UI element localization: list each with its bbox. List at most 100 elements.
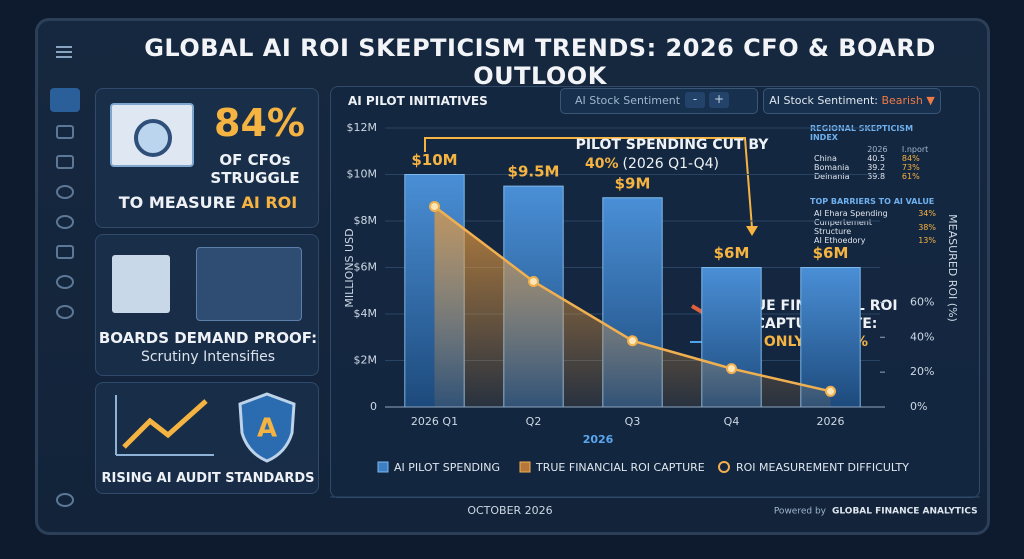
magnifier-icon: [110, 103, 194, 167]
y2-tick-label: 20%: [910, 365, 934, 378]
y-tick-label: $10M: [347, 168, 378, 181]
settings-icon[interactable]: [56, 493, 74, 507]
title: GLOBAL AI ROI SKEPTICISM TRENDS: 2026 CF…: [144, 34, 936, 90]
point: [627, 335, 638, 347]
legend-swatch: [519, 461, 531, 473]
header: 2026: [867, 145, 888, 154]
x-axis-label: 2026: [583, 433, 614, 446]
annotation: (2026 Q1-Q4): [623, 156, 719, 172]
y-tick-label: $6M: [354, 261, 378, 274]
cell: 84%: [901, 154, 920, 163]
footer-date: OCTOBER 2026: [467, 504, 552, 517]
legend-swatch: [377, 461, 389, 473]
legend-swatch: [718, 461, 730, 473]
cell: 73%: [901, 163, 920, 172]
nav-icon[interactable]: [56, 215, 74, 229]
legend-label: TRUE FINANCIAL ROI CAPTURE: [535, 461, 705, 474]
point: [726, 363, 737, 375]
value-label: $6M: [813, 244, 849, 262]
audit-panel: A RISING AI AUDIT STANDARDS: [95, 382, 319, 494]
status-label: AI Stock Sentiment:: [769, 94, 878, 107]
cell: 61%: [901, 172, 920, 181]
sidebar: [42, 46, 88, 520]
nav-icon[interactable]: [56, 125, 74, 139]
stat-text: TO MEASURE AI ROI: [96, 193, 320, 212]
nav-icon[interactable]: [56, 185, 74, 199]
boards-title: BOARDS DEMAND PROOF:: [98, 329, 318, 347]
point: [528, 275, 539, 287]
y-tick-label: 0: [370, 400, 377, 413]
nav-icon[interactable]: [56, 155, 74, 169]
trend-icon: [115, 395, 214, 456]
barriers-title: TOP BARRIERS TO AI VALUE: [810, 197, 935, 206]
cfo-panel: 84% OF CFOs STRUGGLE TO MEASURE AI ROI: [95, 88, 319, 228]
cell: Cunpertement Structure: [814, 218, 872, 236]
cell: 40.5: [867, 154, 886, 163]
badge-icon: A: [238, 392, 296, 463]
plus-button[interactable]: +: [709, 92, 729, 108]
header: I.nport: [901, 145, 929, 154]
sentiment-status[interactable]: AI Stock Sentiment: Bearish ▼: [763, 88, 941, 114]
y2-axis-label: MEASURED ROI (%): [946, 214, 959, 322]
footer-brand: GLOBAL FINANCE ANALYTICS: [832, 507, 978, 517]
cell: AI Ethoedory: [814, 236, 866, 245]
value-label: $9M: [615, 174, 651, 192]
y-axis-label: MILLIONS USD: [343, 228, 356, 307]
status-value: Bearish: [881, 94, 923, 107]
cell: China: [814, 154, 837, 163]
y-tick-label: $4M: [354, 307, 378, 320]
x-tick-label: Q4: [724, 415, 740, 428]
tab[interactable]: AI PILOT INITIATIVES: [348, 94, 488, 108]
meeting-icon: [196, 247, 302, 321]
legend-label: AI PILOT SPENDING: [394, 461, 500, 474]
annotation: 40% (2026 Q1-Q4): [585, 156, 719, 172]
stat: 84%: [214, 101, 305, 145]
nav-icon[interactable]: [56, 305, 74, 319]
sentiment-control: AI Stock Sentiment - +: [560, 88, 758, 114]
home-icon[interactable]: [50, 88, 80, 112]
point: [429, 200, 440, 212]
sentiment-label: AI Stock Sentiment: [575, 94, 681, 107]
y2-tick-label: 0%: [910, 400, 927, 413]
boards-sub: Scrutiny Intensifies: [140, 349, 276, 365]
annotation-arrow: [424, 137, 753, 229]
legend-label: ROI MEASUREMENT DIFFICULTY: [736, 461, 909, 474]
building-icon: [112, 255, 170, 313]
value-label: $9.5M: [508, 163, 560, 181]
audit-text: RISING AI AUDIT STANDARDS: [101, 471, 315, 486]
barriers-rows: AI Ehara Spending 34% Cunpertement Struct…: [810, 209, 940, 245]
cell: 38%: [918, 222, 936, 232]
cell: AI Ehara Spending: [814, 209, 888, 218]
value-label: $10M: [411, 151, 457, 169]
stat-text: TO MEASURE: [118, 193, 236, 212]
boards-panel: BOARDS DEMAND PROOF: Scrutiny Intensifie…: [95, 234, 319, 376]
cell: 39.2: [867, 163, 886, 172]
area: [434, 206, 831, 407]
stat-text: AI ROI: [241, 193, 298, 212]
x-tick-label: 2026 Q1: [411, 415, 458, 428]
legend: AI PILOT SPENDING TRUE FINANCIAL ROI CAP…: [377, 461, 909, 474]
x-tick-label: Q2: [526, 415, 542, 428]
menu-icon[interactable]: [56, 46, 72, 48]
cell: Delnania: [814, 172, 850, 181]
annotation: PILOT SPENDING CUT BY: [576, 137, 770, 153]
regional-table: REGIONAL SKEPTICISM INDEX 2026 I.nport Ch…: [810, 124, 940, 245]
nav-icon[interactable]: [56, 245, 74, 259]
cell: 39.8: [867, 172, 886, 181]
bar: [800, 267, 861, 408]
badge-letter: A: [257, 414, 277, 444]
y2-tick-label: 40%: [910, 330, 934, 343]
nav-icon[interactable]: [56, 275, 74, 289]
cell: Bomania: [814, 163, 850, 172]
arrow-head: [746, 226, 758, 236]
y-tick-label: $8M: [354, 214, 378, 227]
value-label: $6M: [714, 244, 750, 262]
y-tick-label: $12M: [347, 121, 378, 134]
y2-tick-label: 60%: [910, 295, 934, 308]
cell: 34%: [918, 209, 936, 218]
minus-button[interactable]: -: [685, 92, 705, 108]
x-tick-label: 2026: [817, 415, 845, 428]
cell: 13%: [918, 236, 936, 245]
